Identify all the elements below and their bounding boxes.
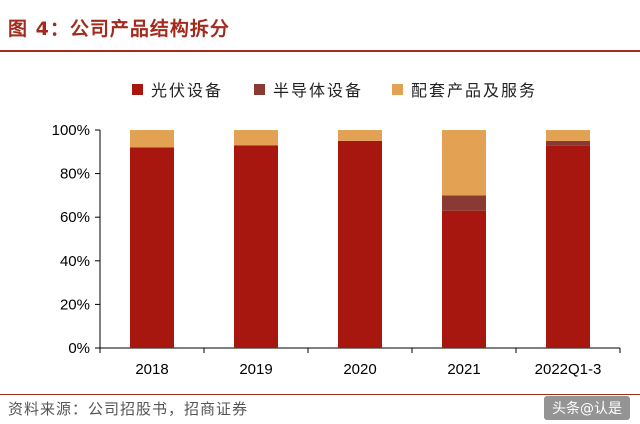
x-tick-label: 2020 xyxy=(343,361,376,378)
watermark: 头条@认是 xyxy=(544,396,630,420)
bar-segment xyxy=(442,195,486,211)
bar-segment xyxy=(442,210,486,348)
bar-segment xyxy=(130,130,174,148)
bar-segment xyxy=(130,147,174,348)
legend-swatch-pv xyxy=(132,83,143,95)
legend-label-services: 配套产品及服务 xyxy=(411,81,538,100)
stacked-bar-chart: 0% 20% 40% 60% 80% 100% 2018 2019 2020 2021 2022Q1… xyxy=(52,122,621,378)
bar-segment xyxy=(234,130,278,146)
source-note: 资料来源：公司招股书，招商证券 xyxy=(8,400,249,418)
bar-segment xyxy=(546,130,590,141)
x-tick-label: 2022Q1-3 xyxy=(535,361,602,378)
legend: 光伏设备 半导体设备 配套产品及服务 xyxy=(0,77,640,101)
legend-swatch-semi xyxy=(254,83,265,95)
legend-swatch-services xyxy=(392,83,403,95)
y-tick-label: 40% xyxy=(60,253,90,270)
x-tick-label: 2021 xyxy=(447,361,480,378)
legend-item-semi: 半导体设备 xyxy=(254,77,363,101)
y-tick-label: 60% xyxy=(60,209,90,226)
legend-label-semi: 半导体设备 xyxy=(273,81,364,100)
bottom-rule xyxy=(0,394,640,395)
bar-segment xyxy=(338,140,382,348)
bar-segment xyxy=(234,145,278,348)
x-tick-label: 2018 xyxy=(135,361,168,378)
bar-segment xyxy=(442,130,486,196)
legend-label-pv: 光伏设备 xyxy=(151,81,224,100)
x-tick-label: 2019 xyxy=(239,361,272,378)
legend-item-pv: 光伏设备 xyxy=(132,77,223,101)
y-tick-label: 20% xyxy=(60,296,90,313)
y-tick-label: 80% xyxy=(60,166,90,183)
bar-segment xyxy=(546,145,590,348)
legend-item-services: 配套产品及服务 xyxy=(392,77,537,101)
bar-segment xyxy=(338,130,382,141)
title-rule xyxy=(0,50,640,52)
y-tick-label: 0% xyxy=(68,340,90,357)
y-tick-label: 100% xyxy=(52,122,90,139)
figure-title: 图 4：公司产品结构拆分 xyxy=(8,18,230,40)
bar-segment xyxy=(546,140,590,146)
